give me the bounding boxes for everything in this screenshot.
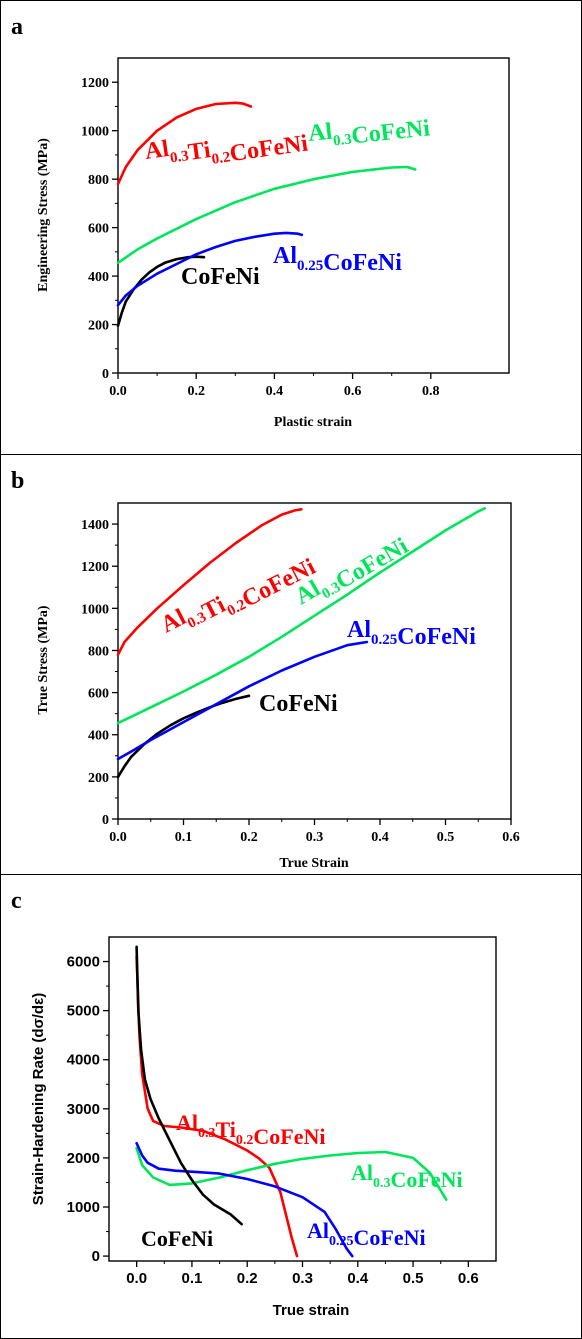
series-annotation: Al0.3CoFeNi [351, 1160, 463, 1192]
series-line-al03ti02cofeni [116, 508, 303, 656]
y-tick-label: 200 [88, 771, 109, 786]
series-annotation: Al0.25CoFeNi [307, 1218, 426, 1250]
chart-a: a 0.0 0.2 0.4 0.6 0.8 0 200 400 600 800 1000 1200 Pla… [11, 14, 510, 430]
x-tick-label: 0.4 [347, 1270, 369, 1287]
y-axis-label: True Stress (MPa) [36, 605, 51, 714]
x-axis-label: True strain [273, 1302, 350, 1319]
chart-c: c 0.0 0.1 0.2 0.3 0.4 0.5 0.6 0 1000 2000 3000 4000 5… [11, 888, 497, 1319]
x-tick-label: 0.8 [422, 384, 440, 399]
x-axis-label: Plastic strain [274, 415, 352, 430]
series-line-cofeni [135, 945, 243, 1226]
series-annotation: CoFeNi [141, 1226, 213, 1251]
chart-b: b 0.0 0.1 0.2 0.3 0.4 0.5 0.6 0 200 400 600 800 1000 1… [11, 468, 520, 871]
plot-frame [108, 936, 497, 1262]
y-tick-label: 400 [88, 729, 109, 744]
y-tick-label: 4000 [67, 1052, 100, 1069]
x-tick-label: 0.2 [240, 830, 258, 845]
series-line-al025cofeni [135, 1141, 354, 1258]
x-tick-label: 0.3 [292, 1270, 313, 1287]
series-annotation: Al0.25CoFeNi [347, 617, 476, 650]
plot-frame [117, 502, 512, 820]
y-tick-label: 1000 [81, 125, 109, 140]
x-tick-label: 0.2 [237, 1270, 258, 1287]
y-tick-label: 600 [88, 687, 109, 702]
y-tick-label: 1400 [81, 518, 109, 533]
x-axis-label: True Strain [279, 856, 349, 871]
series-annotation: CoFeNi [181, 264, 260, 290]
y-tick-label: 3000 [67, 1101, 100, 1118]
y-tick-label: 1200 [81, 560, 109, 575]
series-line-al025cofeni [116, 231, 304, 307]
series-line-al025cofeni [116, 640, 369, 761]
x-tick-label: 0.3 [306, 830, 324, 845]
panel-b: b 0.0 0.1 0.2 0.3 0.4 0.5 0.6 0 200 400 600 800 1000 1… [0, 454, 582, 875]
x-tick-label: 0.5 [403, 1270, 424, 1287]
series-annotation: CoFeNi [259, 691, 338, 717]
x-tick-label: 0.6 [344, 384, 362, 399]
series-line-al03ti02cofeni [116, 101, 253, 186]
panel-label-c: c [11, 888, 22, 914]
y-tick-label: 400 [88, 270, 109, 285]
y-tick-label: 800 [88, 173, 109, 188]
y-tick-label: 6000 [67, 954, 100, 971]
y-tick-label: 5000 [67, 1003, 100, 1020]
y-axis-label: Engineering Stress (MPa) [36, 138, 51, 292]
x-tick-label: 0.0 [109, 830, 127, 845]
series-annotation: Al0.3Ti0.2CoFeNi [176, 1110, 325, 1149]
x-tick-label: 0.1 [175, 830, 193, 845]
series-line-al03cofeni [116, 507, 487, 725]
x-tick-label: 0.5 [437, 830, 455, 845]
series-line-al03ti02cofeni [135, 955, 299, 1258]
panel-c: c 0.0 0.1 0.2 0.3 0.4 0.5 0.6 0 1000 2000 3000 4000 5… [0, 874, 582, 1339]
series-line-cofeni [116, 694, 251, 779]
x-tick-label: 0.2 [187, 384, 205, 399]
y-tick-label: 1000 [67, 1199, 100, 1216]
x-tick-label: 0.6 [502, 830, 520, 845]
y-tick-label: 2000 [67, 1150, 100, 1167]
y-tick-label: 200 [88, 319, 109, 334]
y-tick-label: 0 [102, 813, 109, 828]
y-axis-label: Strain-Hardening Rate (dσ/dε) [30, 993, 47, 1205]
y-tick-label: 1200 [81, 76, 109, 91]
series-line-al03cofeni [135, 1146, 448, 1201]
series-annotation: Al0.3Ti0.2CoFeNi [143, 117, 310, 179]
y-tick-label: 600 [88, 222, 109, 237]
plot-frame [117, 57, 510, 374]
x-tick-label: 0.4 [266, 384, 284, 399]
y-tick-label: 800 [88, 644, 109, 659]
series-annotation: Al0.25CoFeNi [273, 243, 402, 276]
y-tick-label: 1000 [81, 602, 109, 617]
panel-a: a 0.0 0.2 0.4 0.6 0.8 0 200 400 600 800 1000 1200 Pla… [0, 0, 582, 455]
series-line-al03cofeni [116, 165, 417, 265]
y-tick-label: 0 [92, 1248, 100, 1265]
series-annotation: Al0.3CoFeNi [307, 108, 432, 154]
x-tick-label: 0.1 [181, 1270, 202, 1287]
x-tick-label: 0.0 [126, 1270, 147, 1287]
x-tick-label: 0.4 [371, 830, 389, 845]
panel-label-a: a [11, 14, 23, 40]
y-tick-label: 0 [102, 367, 109, 382]
panel-label-b: b [11, 468, 24, 494]
x-tick-label: 0.0 [109, 384, 127, 399]
x-tick-label: 0.6 [458, 1270, 479, 1287]
